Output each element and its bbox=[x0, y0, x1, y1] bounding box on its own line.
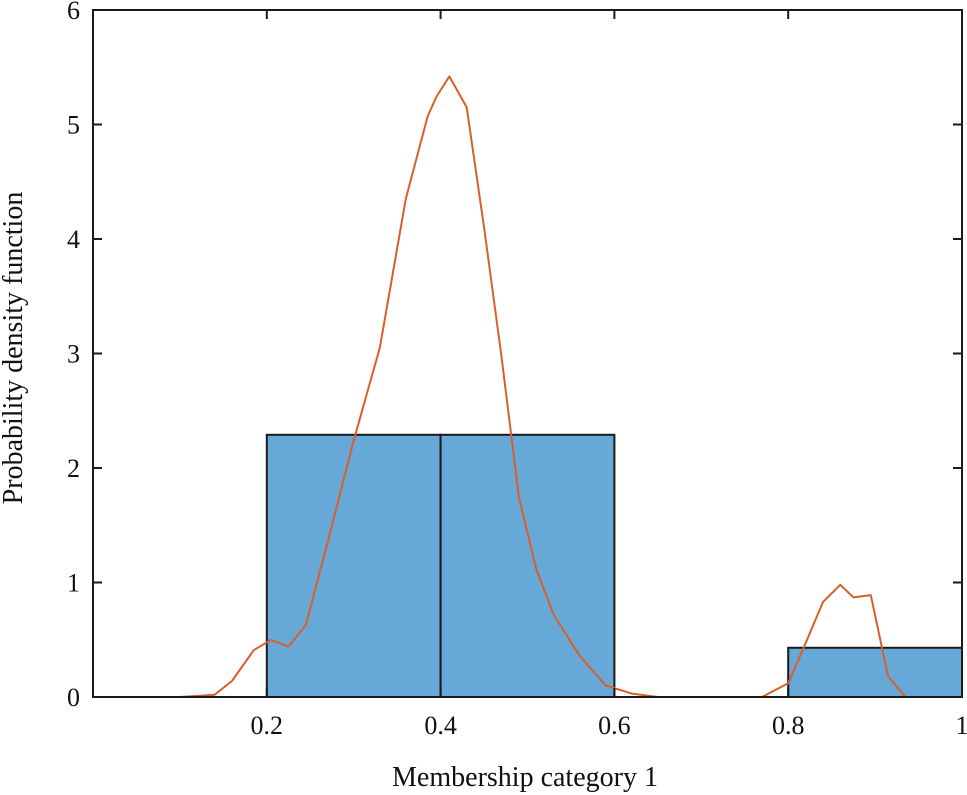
x-tick-label: 0.4 bbox=[424, 711, 457, 740]
y-axis-ticks: 0 1 2 3 4 5 6 bbox=[67, 0, 962, 712]
x-tick-label: 0.8 bbox=[772, 711, 805, 740]
x-tick-label: 0.2 bbox=[251, 711, 284, 740]
y-axis-label: Probability density function bbox=[0, 192, 29, 505]
x-tick-label: 1 bbox=[956, 711, 967, 740]
x-axis-label: Membership category 1 bbox=[392, 762, 658, 793]
y-tick-label: 6 bbox=[67, 0, 80, 25]
y-tick-label: 1 bbox=[67, 569, 80, 598]
y-tick-label: 5 bbox=[67, 111, 80, 140]
density-curve-layer bbox=[93, 75, 962, 698]
y-tick-label: 4 bbox=[67, 225, 80, 254]
y-tick-label: 2 bbox=[67, 454, 80, 483]
histogram-bar-1 bbox=[265, 433, 442, 698]
y-tick-label: 0 bbox=[67, 683, 80, 712]
histogram-bar-3 bbox=[787, 646, 964, 699]
density-curve-line bbox=[93, 75, 962, 698]
y-tick-label: 3 bbox=[67, 340, 80, 369]
histogram-bar-2 bbox=[439, 433, 616, 698]
x-tick-label: 0.6 bbox=[598, 711, 631, 740]
histogram-bars bbox=[265, 433, 964, 699]
x-axis-ticks: 0.2 0.4 0.6 0.8 1 bbox=[251, 10, 967, 740]
